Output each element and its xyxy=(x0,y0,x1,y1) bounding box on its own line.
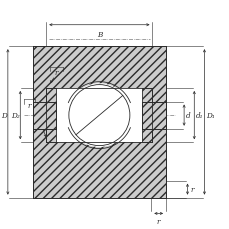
Text: D₁: D₁ xyxy=(205,112,214,120)
Circle shape xyxy=(68,85,130,147)
Text: B: B xyxy=(96,31,102,39)
Bar xyxy=(142,102,165,129)
Bar xyxy=(142,102,165,129)
Bar xyxy=(33,102,56,129)
Text: r: r xyxy=(156,217,160,225)
Text: D₂: D₂ xyxy=(11,112,19,120)
Bar xyxy=(46,89,152,143)
Bar xyxy=(33,47,165,198)
Text: d: d xyxy=(185,112,189,120)
Text: d₁: d₁ xyxy=(195,112,202,120)
Text: r: r xyxy=(27,101,31,109)
Text: D: D xyxy=(1,112,7,120)
Text: r: r xyxy=(190,185,194,193)
Text: r: r xyxy=(55,69,58,77)
Circle shape xyxy=(68,85,129,146)
Bar xyxy=(46,89,56,143)
Bar xyxy=(33,102,56,129)
Bar xyxy=(142,89,152,143)
